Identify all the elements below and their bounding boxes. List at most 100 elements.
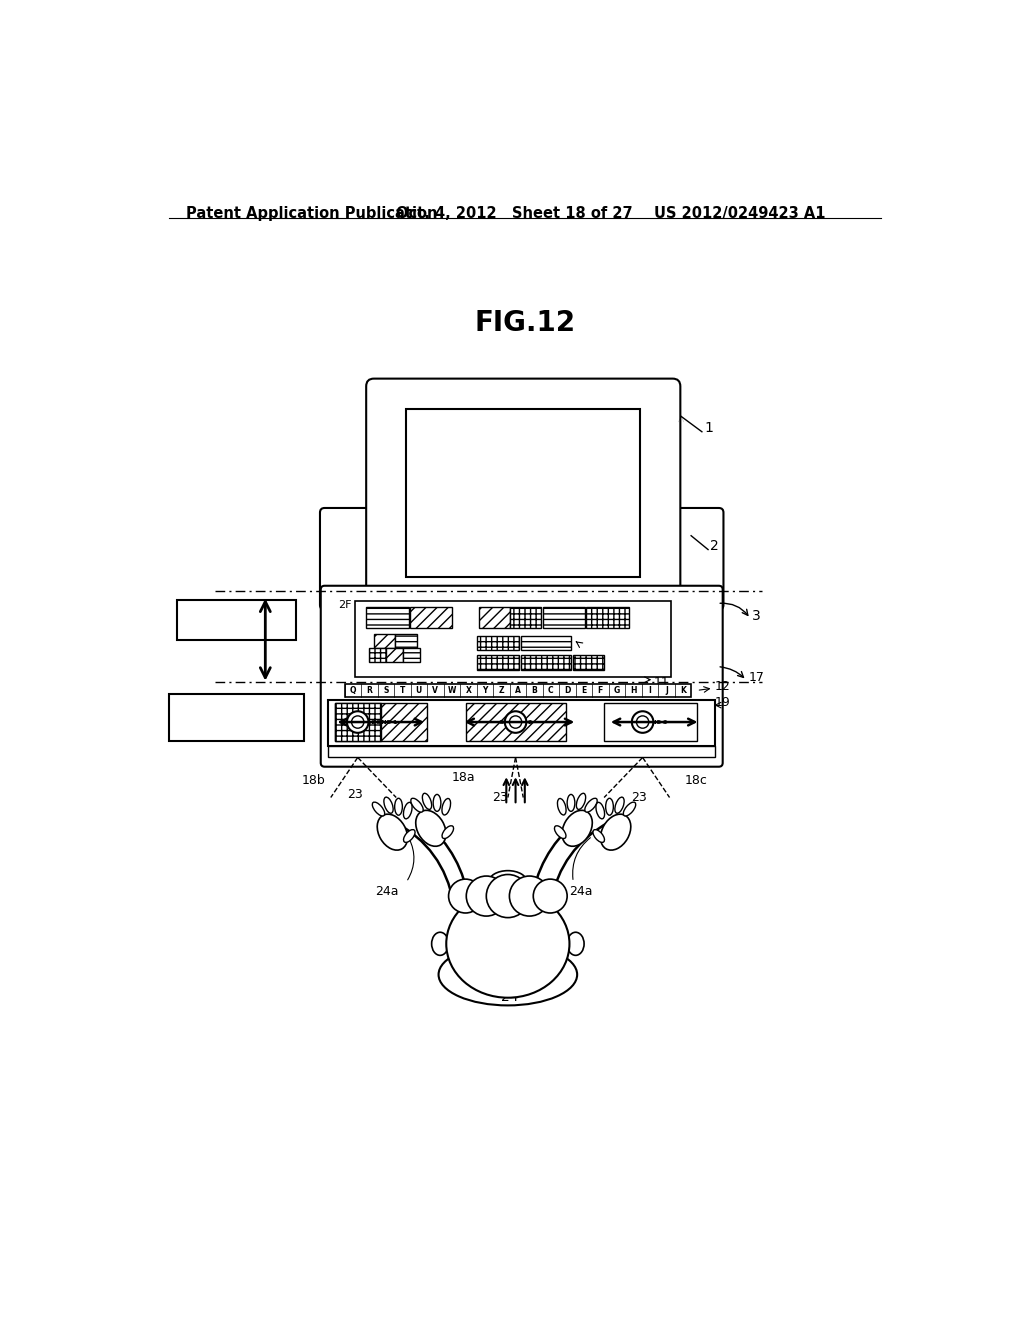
Ellipse shape bbox=[624, 803, 636, 816]
Bar bbox=[477, 636, 519, 649]
Text: W: W bbox=[447, 686, 456, 694]
Ellipse shape bbox=[562, 810, 592, 846]
Bar bbox=[395, 635, 417, 648]
Text: D: D bbox=[564, 686, 570, 694]
Ellipse shape bbox=[488, 871, 527, 894]
Ellipse shape bbox=[438, 944, 578, 1006]
Ellipse shape bbox=[600, 814, 631, 850]
Text: J: J bbox=[665, 686, 668, 694]
Text: Q: Q bbox=[349, 686, 356, 694]
Bar bbox=[407, 409, 640, 577]
Ellipse shape bbox=[605, 799, 613, 816]
Text: 2F: 2F bbox=[339, 601, 352, 610]
Circle shape bbox=[486, 874, 529, 917]
FancyBboxPatch shape bbox=[319, 508, 385, 610]
Bar bbox=[386, 648, 403, 663]
Text: 24a: 24a bbox=[375, 886, 398, 899]
Text: C: C bbox=[548, 686, 554, 694]
Ellipse shape bbox=[567, 932, 584, 956]
Circle shape bbox=[347, 711, 369, 733]
Circle shape bbox=[509, 715, 521, 729]
Text: E: E bbox=[582, 686, 587, 694]
Ellipse shape bbox=[554, 826, 566, 838]
Bar bbox=[604, 702, 696, 742]
Circle shape bbox=[466, 876, 506, 916]
FancyBboxPatch shape bbox=[321, 586, 723, 767]
Text: G.ZONE 1: G.ZONE 1 bbox=[365, 719, 397, 725]
Ellipse shape bbox=[394, 799, 402, 816]
Text: 24: 24 bbox=[501, 990, 518, 1005]
Bar bbox=[345, 684, 691, 697]
Bar bbox=[370, 648, 386, 663]
Ellipse shape bbox=[433, 795, 441, 812]
Text: 23: 23 bbox=[631, 792, 646, 804]
Text: U: U bbox=[416, 686, 422, 694]
Circle shape bbox=[637, 715, 649, 729]
Bar bbox=[367, 607, 409, 628]
Bar bbox=[329, 700, 715, 746]
Ellipse shape bbox=[403, 829, 415, 842]
Ellipse shape bbox=[416, 810, 446, 846]
Text: DISTANCE AREAS 25: DISTANCE AREAS 25 bbox=[181, 711, 292, 721]
Bar bbox=[335, 702, 381, 742]
Ellipse shape bbox=[446, 890, 569, 998]
Text: 2: 2 bbox=[711, 539, 719, 553]
Bar bbox=[479, 607, 510, 628]
Text: 3: 3 bbox=[752, 609, 761, 623]
Ellipse shape bbox=[373, 803, 385, 816]
Text: 18a: 18a bbox=[452, 771, 475, 784]
Text: H: H bbox=[630, 686, 637, 694]
Text: R: R bbox=[367, 686, 373, 694]
Text: G: G bbox=[613, 686, 620, 694]
Text: T: T bbox=[399, 686, 406, 694]
Bar bbox=[521, 655, 571, 671]
Bar bbox=[177, 599, 296, 640]
Ellipse shape bbox=[577, 793, 586, 809]
Text: US 2012/0249423 A1: US 2012/0249423 A1 bbox=[654, 206, 825, 222]
Text: FIG.12: FIG.12 bbox=[474, 309, 575, 337]
Bar bbox=[403, 648, 420, 663]
Text: 19: 19 bbox=[714, 696, 730, 709]
Text: 18c: 18c bbox=[685, 775, 708, 788]
Ellipse shape bbox=[432, 932, 449, 956]
Text: A: A bbox=[515, 686, 521, 694]
Text: G.ZONE 2: G.ZONE 2 bbox=[499, 719, 532, 725]
Ellipse shape bbox=[411, 799, 423, 812]
Bar bbox=[587, 607, 629, 628]
Text: S: S bbox=[383, 686, 388, 694]
Text: Oct. 4, 2012   Sheet 18 of 27: Oct. 4, 2012 Sheet 18 of 27 bbox=[396, 206, 633, 222]
Text: 12: 12 bbox=[714, 680, 730, 693]
Bar bbox=[335, 702, 427, 742]
FancyBboxPatch shape bbox=[367, 379, 680, 599]
Bar bbox=[329, 746, 715, 758]
Circle shape bbox=[632, 711, 653, 733]
Text: 23: 23 bbox=[493, 792, 508, 804]
Circle shape bbox=[449, 879, 482, 913]
Ellipse shape bbox=[557, 799, 566, 814]
Ellipse shape bbox=[593, 829, 604, 842]
Text: 20: 20 bbox=[608, 609, 624, 622]
Ellipse shape bbox=[442, 799, 451, 814]
Circle shape bbox=[534, 879, 567, 913]
Ellipse shape bbox=[614, 797, 625, 813]
Circle shape bbox=[505, 711, 526, 733]
Bar bbox=[510, 607, 541, 628]
Bar bbox=[521, 636, 571, 649]
Ellipse shape bbox=[377, 814, 408, 850]
Bar bbox=[374, 635, 395, 648]
Ellipse shape bbox=[403, 803, 412, 818]
Ellipse shape bbox=[596, 803, 604, 818]
Ellipse shape bbox=[585, 799, 597, 812]
Bar bbox=[477, 655, 519, 671]
Text: 1: 1 bbox=[705, 421, 713, 434]
Text: Patent Application Publication: Patent Application Publication bbox=[186, 206, 437, 222]
Text: FIRST AND SECOND: FIRST AND SECOND bbox=[183, 701, 290, 710]
Bar bbox=[355, 601, 671, 677]
Text: Z: Z bbox=[499, 686, 504, 694]
Circle shape bbox=[351, 715, 364, 729]
Text: THIRD DISTANCE: THIRD DISTANCE bbox=[187, 610, 286, 620]
Text: K: K bbox=[680, 686, 686, 694]
Text: 11: 11 bbox=[654, 676, 670, 689]
Text: X: X bbox=[466, 686, 471, 694]
Text: AREA 27: AREA 27 bbox=[212, 622, 261, 632]
